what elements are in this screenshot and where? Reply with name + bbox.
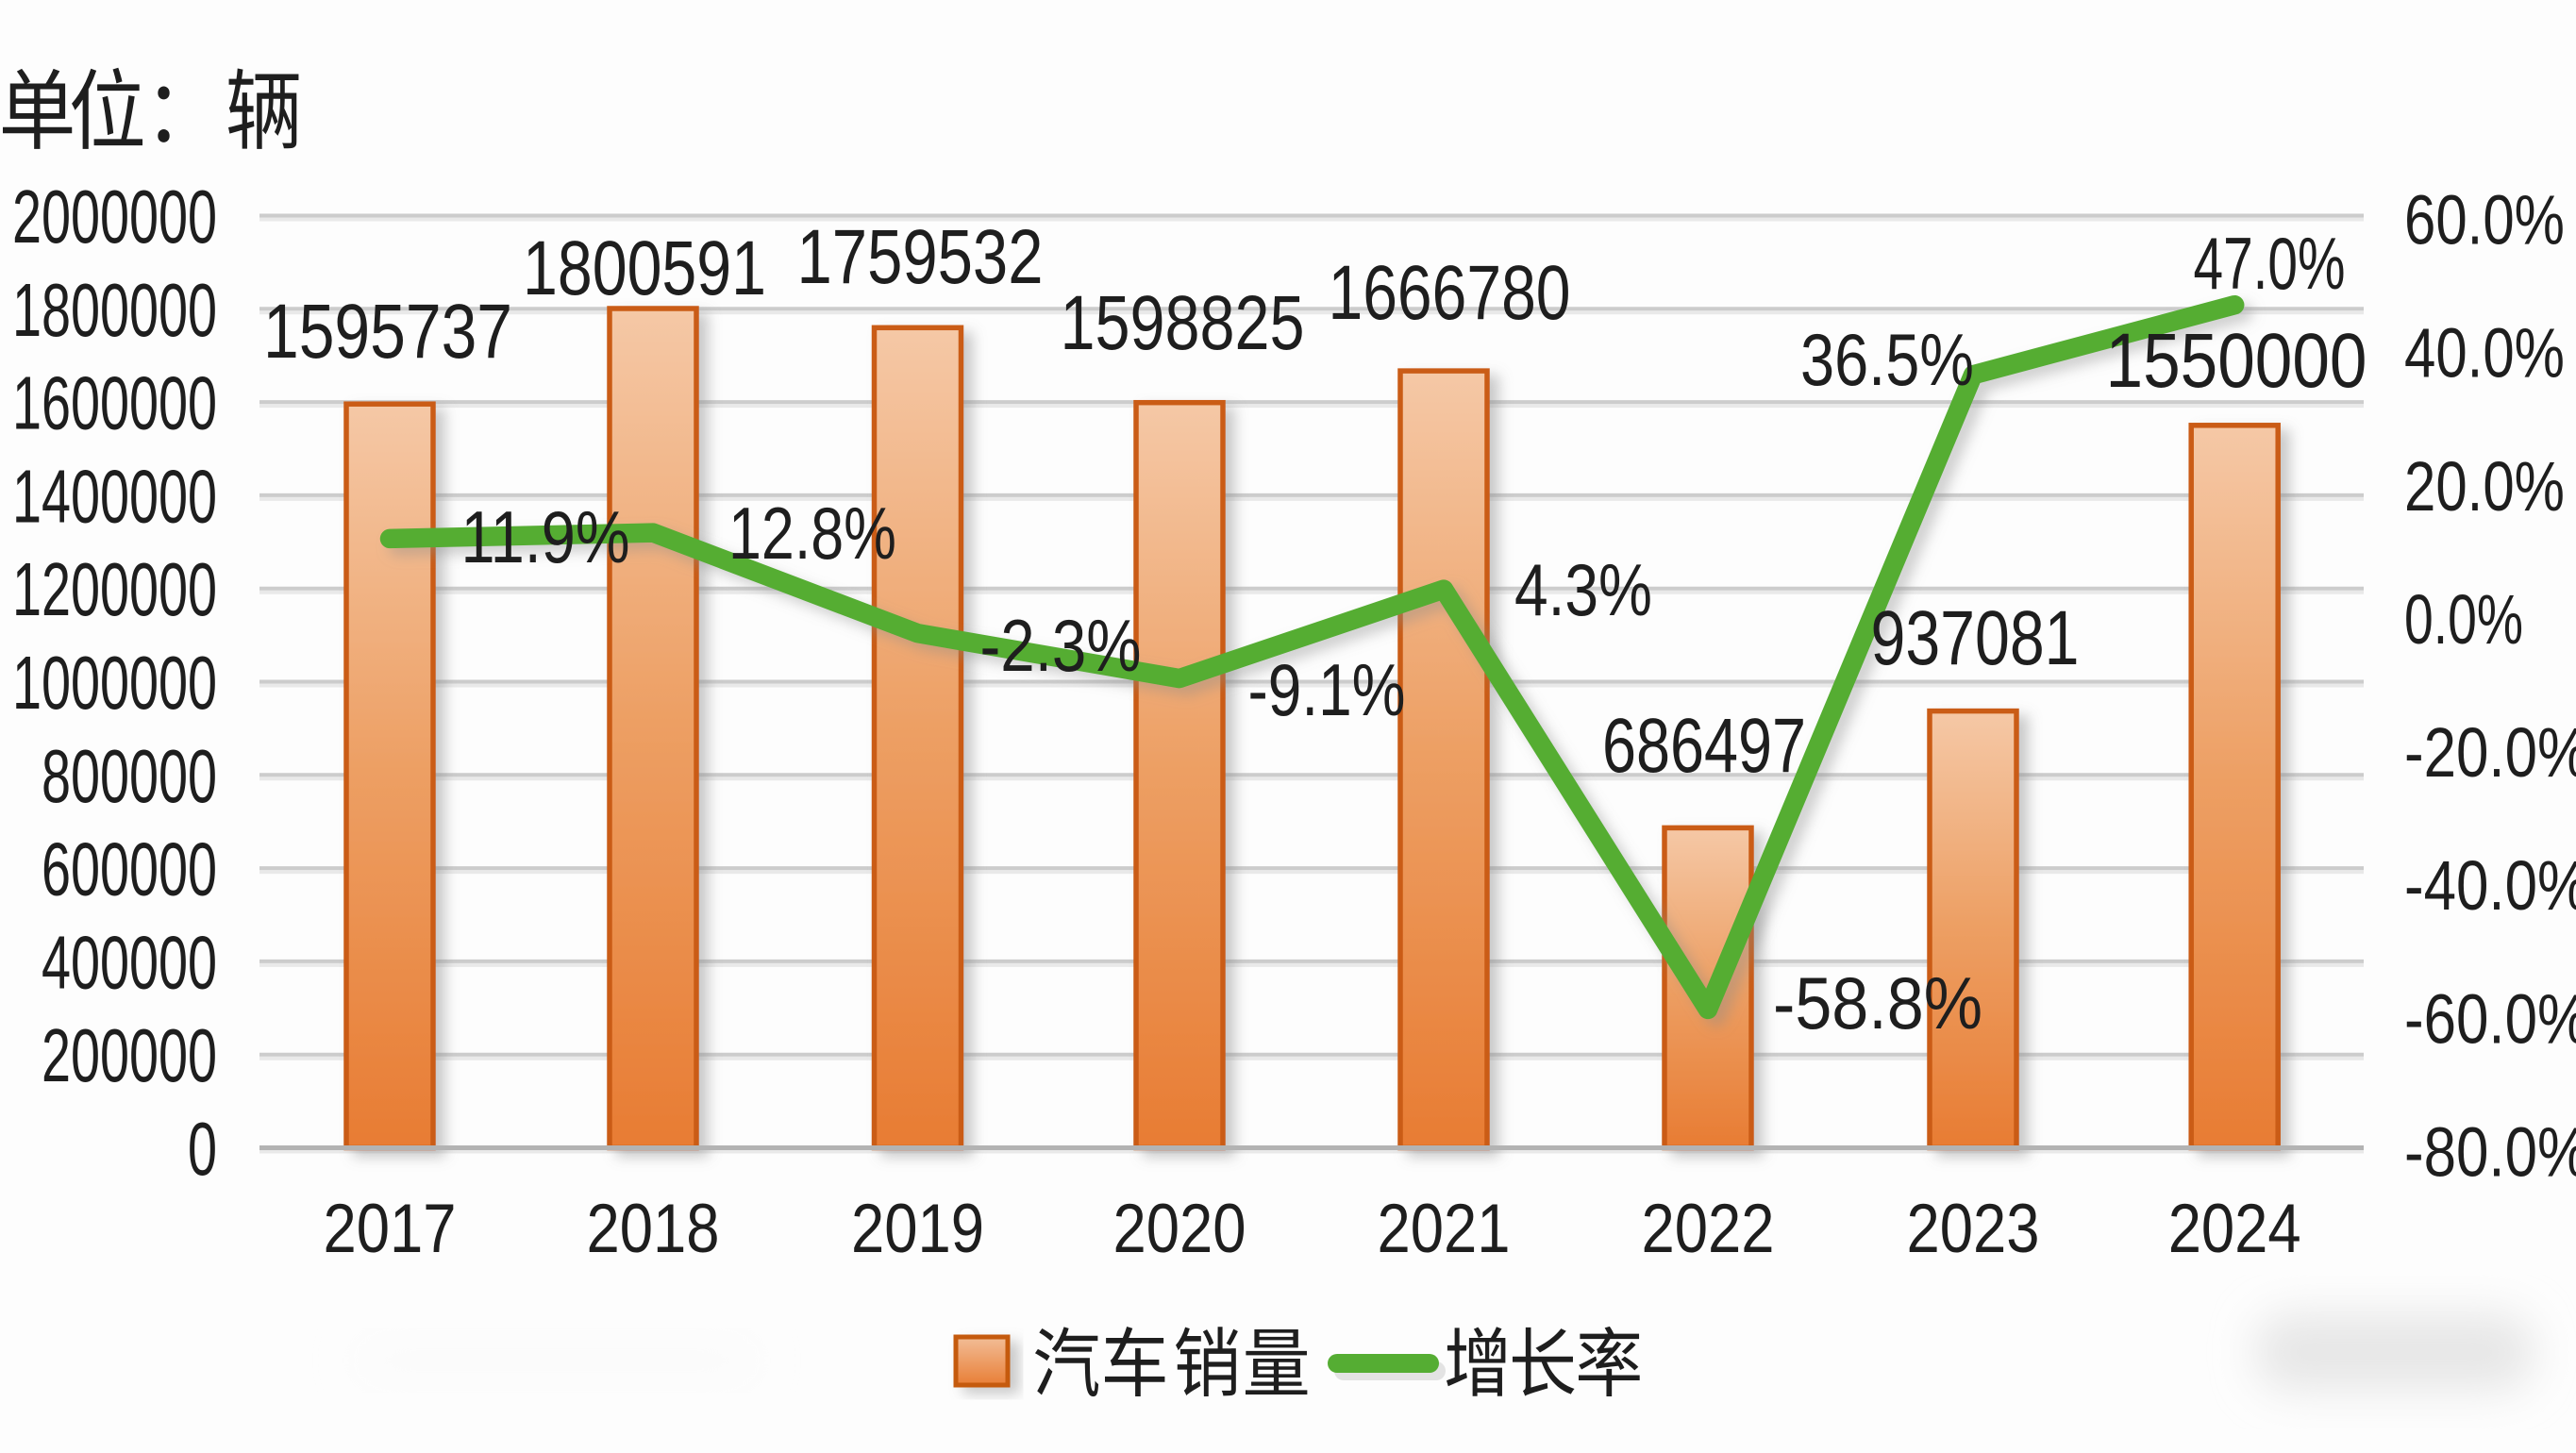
svg-text:400000: 400000 <box>42 920 217 1004</box>
svg-text:0: 0 <box>188 1107 217 1191</box>
svg-text:4.3%: 4.3% <box>1514 548 1652 631</box>
svg-text:2022: 2022 <box>1642 1191 1775 1267</box>
svg-text:1800591: 1800591 <box>523 225 766 311</box>
svg-text:-9.1%: -9.1% <box>1248 648 1406 731</box>
svg-text:-2.3%: -2.3% <box>980 604 1142 687</box>
svg-text:2024: 2024 <box>2168 1191 2301 1267</box>
svg-text:47.0%: 47.0% <box>2194 222 2346 305</box>
svg-text:1550000: 1550000 <box>2106 318 2367 404</box>
svg-text:40.0%: 40.0% <box>2404 314 2565 392</box>
svg-text:2019: 2019 <box>851 1191 984 1267</box>
svg-text:11.9%: 11.9% <box>461 495 630 578</box>
svg-text:1200000: 1200000 <box>12 547 217 631</box>
svg-text:2023: 2023 <box>1907 1191 2040 1267</box>
svg-text:60.0%: 60.0% <box>2404 181 2565 259</box>
svg-text:2018: 2018 <box>587 1191 720 1267</box>
svg-text:1759532: 1759532 <box>797 214 1044 300</box>
svg-text:-58.8%: -58.8% <box>1773 961 1982 1044</box>
svg-text:1666780: 1666780 <box>1329 250 1571 336</box>
svg-text:686497: 686497 <box>1602 703 1806 789</box>
svg-text:-20.0%: -20.0% <box>2404 713 2576 792</box>
svg-text:1598825: 1598825 <box>1061 280 1305 366</box>
svg-text:-40.0%: -40.0% <box>2404 846 2576 925</box>
svg-text:-60.0%: -60.0% <box>2404 979 2576 1058</box>
svg-text:800000: 800000 <box>42 734 217 818</box>
svg-text:-80.0%: -80.0% <box>2404 1113 2576 1192</box>
svg-text:2020: 2020 <box>1113 1191 1246 1267</box>
svg-text:20.0%: 20.0% <box>2404 447 2565 526</box>
svg-text:200000: 200000 <box>42 1013 217 1097</box>
svg-text:1800000: 1800000 <box>12 268 217 352</box>
svg-text:36.5%: 36.5% <box>1800 318 1974 401</box>
svg-text:1595737: 1595737 <box>263 289 512 375</box>
svg-text:1000000: 1000000 <box>12 641 217 725</box>
svg-text:1600000: 1600000 <box>12 361 217 445</box>
svg-text:2021: 2021 <box>1378 1191 1511 1267</box>
svg-text:1400000: 1400000 <box>12 454 217 538</box>
svg-text:2017: 2017 <box>324 1191 457 1267</box>
svg-text:12.8%: 12.8% <box>728 492 896 575</box>
svg-text:0.0%: 0.0% <box>2404 580 2523 659</box>
svg-text:2000000: 2000000 <box>12 175 217 259</box>
svg-text:600000: 600000 <box>42 827 217 911</box>
svg-text:937081: 937081 <box>1871 595 2080 681</box>
